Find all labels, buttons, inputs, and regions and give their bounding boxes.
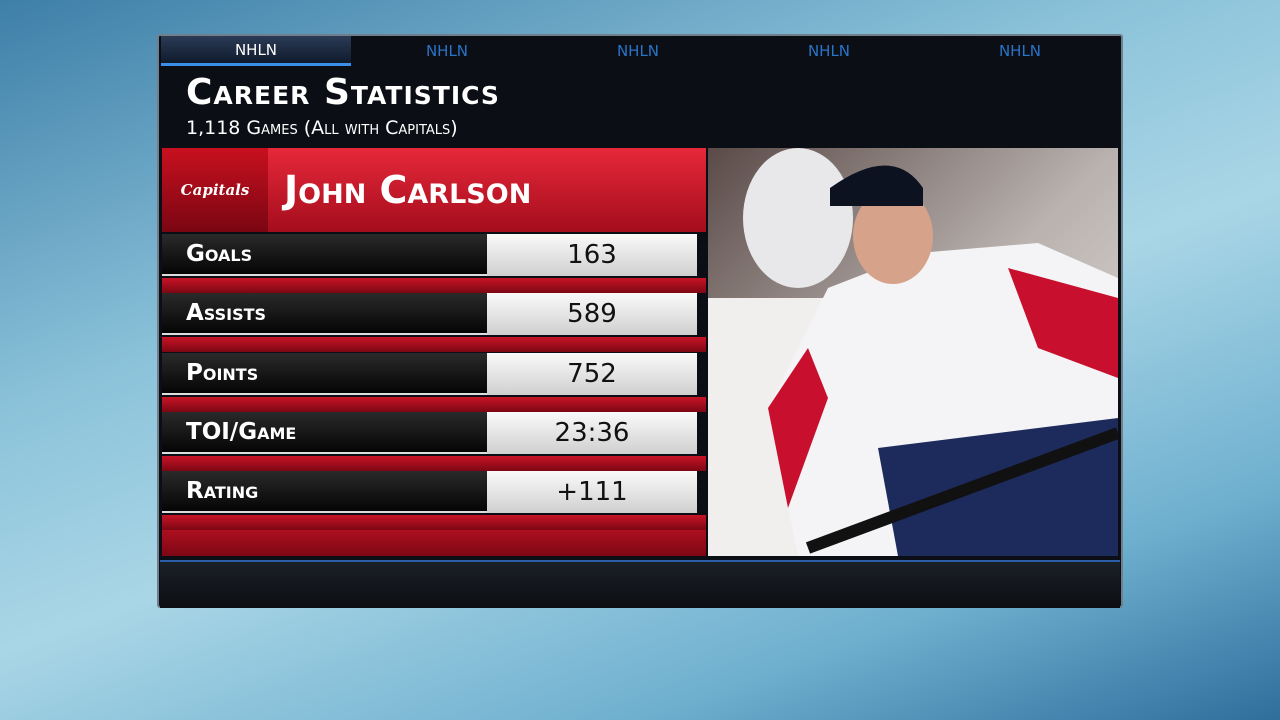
tab: NHLN [161,36,351,66]
stat-value: +111 [487,471,697,514]
tab: NHLN [425,42,469,60]
stat-label: Rating [162,471,487,514]
stat-label: Points [162,352,487,395]
tab: NHLN [807,42,851,60]
stripe [162,396,706,412]
stripe [162,278,706,293]
stat-label: Assists [162,293,487,336]
player-photo [708,148,1118,556]
stat-value: 752 [487,352,697,395]
player-name: John Carlson [284,168,532,212]
stat-label: Goals [162,234,487,276]
stat-label: TOI/Game [162,411,487,454]
team-logo: Capitals [162,148,268,232]
stripe [162,455,706,471]
stat-value: 163 [487,234,697,276]
stat-value: 589 [487,293,697,336]
stripe [162,515,706,531]
tab: NHLN [616,42,660,60]
bottom-bar [160,560,1120,608]
title: Career Statistics [186,72,500,113]
tab: NHLN [998,42,1042,60]
stat-value: 23:36 [487,411,697,454]
stripe [162,337,706,353]
subtitle: 1,118 Games (All with Capitals) [186,117,458,139]
